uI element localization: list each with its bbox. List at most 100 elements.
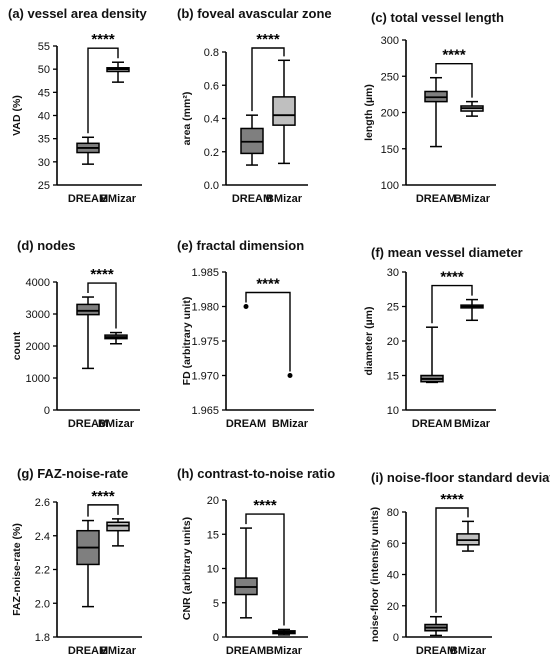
chart-title: (c) total vessel length bbox=[371, 10, 504, 25]
chart-title: (d) nodes bbox=[17, 238, 76, 253]
y-tick-label: 15 bbox=[207, 529, 219, 541]
box-bmizar bbox=[272, 628, 296, 636]
chart-title: (f) mean vessel diameter bbox=[371, 245, 523, 260]
y-tick-label: 25 bbox=[38, 180, 50, 192]
significance-label: **** bbox=[90, 266, 114, 283]
y-tick-label: 40 bbox=[38, 111, 50, 123]
y-tick-label: 50 bbox=[38, 64, 50, 76]
x-tick-label: BMizar bbox=[98, 418, 135, 430]
y-tick-label: 0.2 bbox=[204, 147, 219, 159]
chart-panel-2: (b) foveal avascular zone area (mm²) 0.0 0.… bbox=[177, 6, 332, 205]
box-iqr bbox=[272, 96, 296, 126]
x-tick-label: DREAM bbox=[68, 193, 108, 205]
y-axis-label: diameter (µm) bbox=[363, 306, 375, 375]
box-dream bbox=[76, 136, 100, 165]
y-tick-label: 0.0 bbox=[204, 180, 219, 192]
significance-label: **** bbox=[253, 497, 277, 514]
y-tick-label: 25 bbox=[387, 302, 399, 314]
y-tick-label: 15 bbox=[387, 371, 399, 383]
y-tick-label: 2.4 bbox=[35, 531, 50, 543]
y-tick-label: 1.970 bbox=[191, 371, 219, 383]
chart-title: (h) contrast-to-noise ratio bbox=[177, 466, 335, 481]
x-tick-label: BMizar bbox=[100, 645, 137, 657]
significance-bracket bbox=[251, 47, 285, 112]
y-tick-label: 250 bbox=[381, 71, 399, 83]
chart-panel-1: (a) vessel area density VAD (%) 25 30 35 40 45… bbox=[8, 6, 148, 205]
box-dream bbox=[240, 114, 264, 166]
significance-bracket bbox=[431, 284, 473, 324]
significance-bracket bbox=[245, 291, 291, 372]
chart-panel-5: (e) fractal dimension FD (arbitrary unit)… bbox=[177, 238, 314, 430]
y-tick-label: 1.980 bbox=[191, 302, 219, 314]
box-bmizar bbox=[104, 331, 128, 345]
x-tick-label: BMizar bbox=[454, 193, 491, 205]
y-tick-label: 5 bbox=[213, 598, 219, 610]
chart-panel-8: (h) contrast-to-noise ratio CNR (arbitrar… bbox=[177, 466, 335, 657]
chart-panel-4: (d) nodes count 0 1000 2000 3000 4000 DREAMBMiz… bbox=[11, 238, 140, 430]
y-tick-label: 30 bbox=[38, 157, 50, 169]
y-tick-label: 20 bbox=[207, 495, 219, 507]
x-tick-label: DREAM bbox=[226, 418, 266, 430]
y-tick-label: 45 bbox=[38, 87, 50, 99]
y-tick-label: 1000 bbox=[26, 373, 50, 385]
box-dream bbox=[424, 76, 448, 148]
y-tick-label: 1.8 bbox=[35, 632, 50, 644]
x-tick-label: BMizar bbox=[266, 193, 303, 205]
chart-title: (g) FAZ-noise-rate bbox=[17, 466, 128, 481]
y-axis-label: VAD (%) bbox=[11, 95, 23, 136]
chart-panel-7: (g) FAZ-noise-rate FAZ-noise-rate (%) 1.8 2… bbox=[11, 466, 142, 657]
y-tick-label: 10 bbox=[207, 564, 219, 576]
box-dream bbox=[76, 296, 100, 370]
x-tick-label: BMizar bbox=[266, 645, 303, 657]
chart-title: (b) foveal avascular zone bbox=[177, 6, 332, 21]
chart-panel-9: (i) noise-floor standard deviation noise-… bbox=[369, 470, 550, 657]
y-tick-label: 30 bbox=[387, 267, 399, 279]
y-tick-label: 20 bbox=[387, 601, 399, 613]
significance-bracket bbox=[87, 504, 119, 517]
significance-bracket bbox=[245, 513, 285, 626]
y-tick-label: 0.8 bbox=[204, 47, 219, 59]
box-bmizar bbox=[456, 520, 480, 552]
significance-label: **** bbox=[256, 276, 280, 293]
significance-bracket bbox=[435, 63, 473, 98]
significance-label: **** bbox=[91, 31, 115, 48]
y-axis-label: FD (arbitrary unit) bbox=[181, 297, 193, 386]
significance-label: **** bbox=[440, 269, 464, 286]
chart-panel-6: (f) mean vessel diameter diameter (µm) 10 1… bbox=[363, 245, 523, 430]
significance-bracket bbox=[435, 507, 469, 613]
chart-title: (i) noise-floor standard deviation bbox=[371, 470, 550, 485]
box-dream bbox=[234, 527, 258, 619]
box-bmizar bbox=[460, 100, 484, 117]
box-bmizar bbox=[460, 298, 484, 322]
significance-bracket bbox=[87, 282, 117, 329]
chart-title: (a) vessel area density bbox=[8, 6, 148, 21]
y-tick-label: 300 bbox=[381, 35, 399, 47]
y-tick-label: 2.0 bbox=[35, 598, 50, 610]
box-dream bbox=[424, 615, 448, 637]
y-tick-label: 100 bbox=[381, 180, 399, 192]
box-bmizar bbox=[106, 518, 130, 547]
significance-label: **** bbox=[442, 47, 466, 64]
box-bmizar bbox=[272, 59, 296, 165]
y-tick-label: 55 bbox=[38, 41, 50, 53]
y-tick-label: 40 bbox=[387, 570, 399, 582]
box-bmizar bbox=[106, 61, 130, 83]
chart-panel-3: (c) total vessel length length (µm) 100 150… bbox=[363, 10, 504, 205]
y-axis-label: area (mm²) bbox=[181, 92, 193, 146]
significance-label: **** bbox=[256, 31, 280, 48]
y-tick-label: 200 bbox=[381, 108, 399, 120]
x-tick-label: BMizar bbox=[454, 418, 491, 430]
y-tick-label: 2000 bbox=[26, 341, 50, 353]
x-tick-label: DREAM bbox=[412, 418, 452, 430]
x-tick-label: DREAM bbox=[68, 418, 108, 430]
data-point-dream bbox=[243, 304, 249, 309]
y-tick-label: 2.2 bbox=[35, 565, 50, 577]
x-tick-label: DREAM bbox=[416, 645, 456, 657]
y-tick-label: 4000 bbox=[26, 277, 50, 289]
y-tick-label: 35 bbox=[38, 134, 50, 146]
y-axis-label: count bbox=[11, 331, 23, 360]
chart-title: (e) fractal dimension bbox=[177, 238, 304, 253]
y-axis-label: CNR (arbitrary units) bbox=[181, 517, 193, 620]
y-tick-label: 10 bbox=[387, 405, 399, 417]
